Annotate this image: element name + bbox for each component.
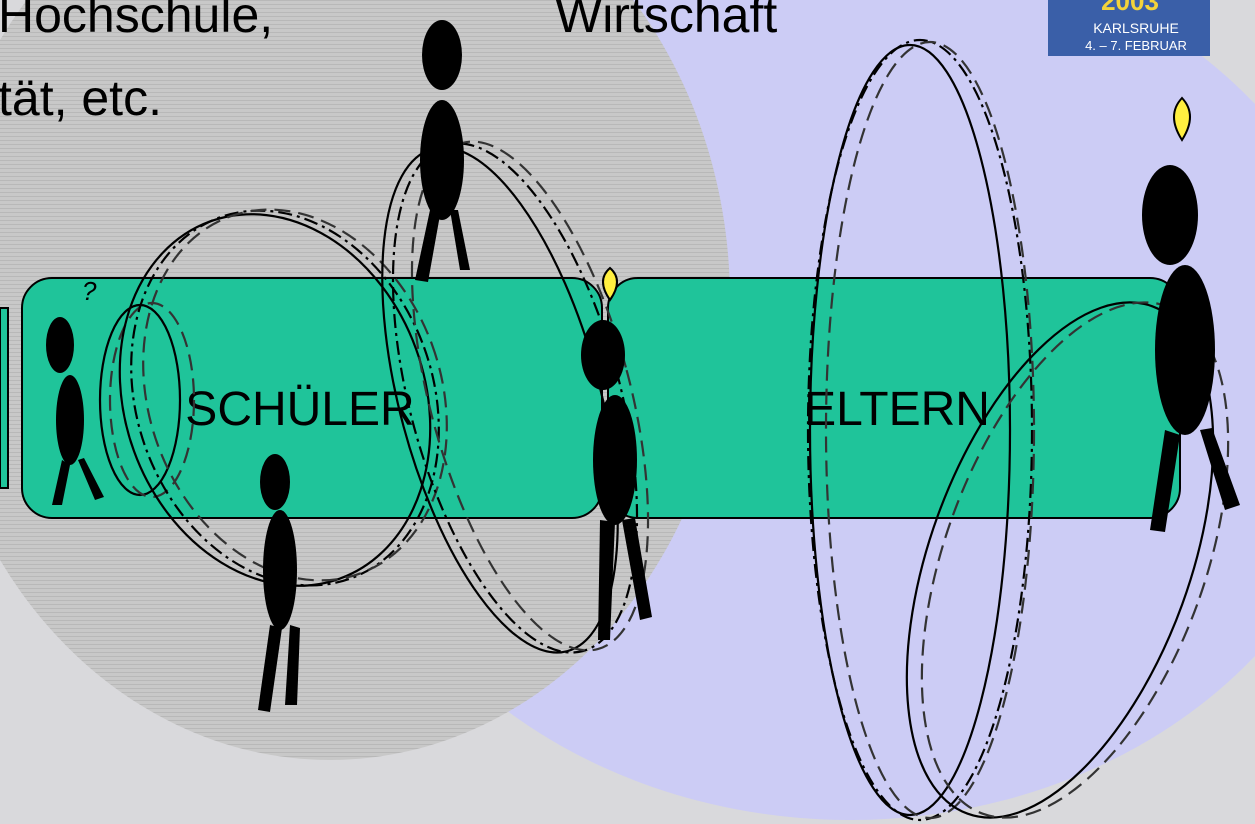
box-edge xyxy=(0,308,8,488)
question-mark: ? xyxy=(82,276,97,306)
box-label: SCHÜLER xyxy=(185,383,414,436)
logo-city: KARLSRUHE xyxy=(1093,20,1179,36)
logo-year: 2003 xyxy=(1101,0,1159,16)
box-label: ELTERN xyxy=(804,383,990,436)
heading-center: Wirtschaft xyxy=(555,0,777,43)
heading-line: tät, etc. xyxy=(0,70,162,126)
logo: 2003 KARLSRUHE 4. – 7. FEBRUAR xyxy=(1048,0,1210,56)
slide: Hochschule, tät, etc. Wirtschaft 2003 KA… xyxy=(0,0,1255,824)
heading-line: Hochschule, xyxy=(0,0,273,43)
logo-dates: 4. – 7. FEBRUAR xyxy=(1085,38,1187,53)
page: Hochschule, tät, etc. Wirtschaft 2003 KA… xyxy=(0,0,1255,824)
